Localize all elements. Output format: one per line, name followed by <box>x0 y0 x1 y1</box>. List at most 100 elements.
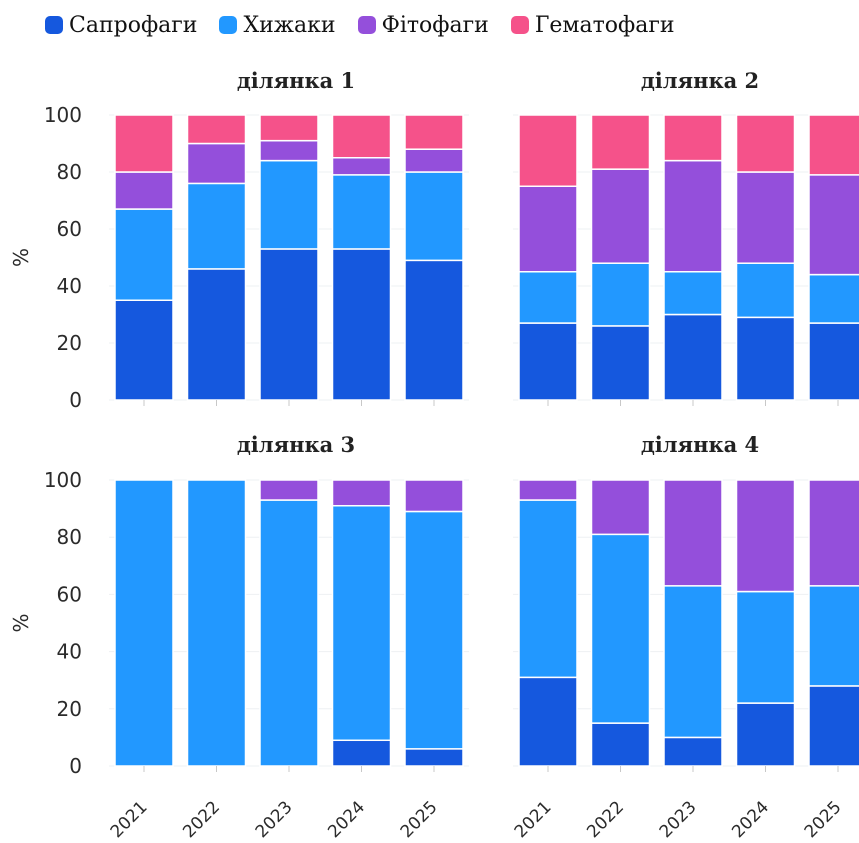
legend-label: Фітофаги <box>381 12 489 38</box>
panel-title: ділянка 1 <box>237 68 355 93</box>
bar-segment <box>404 510 464 750</box>
bar-segment <box>735 316 796 401</box>
bar-segment <box>808 479 859 587</box>
bar-segment <box>808 685 859 767</box>
bar-segment <box>331 157 392 176</box>
bar-segment <box>404 171 464 262</box>
bar-segment <box>186 479 247 767</box>
legend-swatch <box>219 16 238 34</box>
y-axis-label: % <box>9 248 33 267</box>
x-tick-label: 2022 <box>179 797 224 842</box>
bar-segment <box>404 148 464 173</box>
bar-segment <box>259 248 319 401</box>
bar-segment <box>114 114 174 173</box>
legend-swatch <box>510 16 529 34</box>
bar-segment <box>114 208 174 301</box>
bar-segment <box>404 479 464 513</box>
legend-item-saprophages[interactable]: Сапрофаги <box>45 13 197 38</box>
bar-segment <box>590 325 651 401</box>
bar-segment <box>331 504 392 742</box>
bar-segment <box>735 171 796 264</box>
x-tick-label: 2024 <box>324 797 369 842</box>
y-tick-label: 60 <box>57 217 82 241</box>
y-tick-label: 80 <box>57 160 82 184</box>
bar-segment <box>663 271 723 316</box>
bar-segment <box>663 114 723 162</box>
bar-segment <box>518 499 578 679</box>
bar-segment <box>404 259 464 401</box>
bar-segment <box>590 114 651 170</box>
bar-segment <box>735 114 796 173</box>
y-tick-label: 60 <box>57 582 82 606</box>
bar-segment <box>590 722 651 767</box>
y-tick-label: 100 <box>44 103 82 127</box>
y-tick-label: 100 <box>44 468 82 492</box>
bar-segment <box>259 139 319 162</box>
bar-segment <box>518 676 578 767</box>
bar-segment <box>808 273 859 324</box>
bar-segment <box>331 174 392 250</box>
bar-segment <box>259 479 319 501</box>
legend: Сапрофаги Хижаки Фітофаги Гематофаги <box>45 8 697 42</box>
bar-segment <box>735 262 796 319</box>
bar-segment <box>590 262 651 327</box>
bar-segment <box>114 299 174 401</box>
y-tick-label: 20 <box>57 697 82 721</box>
bar-segment <box>808 585 859 687</box>
legend-item-hematophages[interactable]: Гематофаги <box>510 12 675 38</box>
legend-item-phytophages[interactable]: Фітофаги <box>357 12 489 38</box>
legend-label: Гематофаги <box>534 12 675 38</box>
panel-title: ділянка 2 <box>641 68 759 93</box>
bar-segment <box>663 585 723 739</box>
x-tick-label: 2021 <box>511 797 556 842</box>
x-tick-label: 2023 <box>656 797 701 842</box>
y-tick-label: 20 <box>57 331 82 355</box>
bar-segment <box>735 590 796 704</box>
y-axis-label: % <box>9 613 33 632</box>
bar-segment <box>808 174 859 276</box>
y-tick-label: 80 <box>57 525 82 549</box>
y-tick-label: 0 <box>69 388 82 412</box>
legend-item-predators[interactable]: Хижаки <box>219 12 336 38</box>
bar-segment <box>114 479 174 767</box>
bar-segment <box>518 322 578 401</box>
y-tick-label: 40 <box>57 640 82 664</box>
bar-segment <box>663 736 723 767</box>
bar-segment <box>404 748 464 767</box>
bar-segment <box>259 499 319 767</box>
bar-segment <box>663 479 723 587</box>
bar-segment <box>518 114 578 187</box>
x-tick-label: 2025 <box>397 797 442 842</box>
x-tick-label: 2021 <box>107 797 152 842</box>
bar-segment <box>186 114 247 145</box>
bar-segment <box>735 702 796 767</box>
x-tick-label: 2024 <box>728 797 773 842</box>
bar-segment <box>808 322 859 401</box>
bar-segment <box>590 168 651 264</box>
y-tick-label: 40 <box>57 274 82 298</box>
bar-segment <box>186 182 247 270</box>
legend-label: Хижаки <box>243 12 336 38</box>
bar-segment <box>186 142 247 185</box>
bar-segment <box>259 159 319 250</box>
bar-segment <box>404 114 464 150</box>
bar-segment <box>663 159 723 273</box>
bar-segment <box>518 185 578 273</box>
bar-segment <box>518 271 578 324</box>
bar-segment <box>259 114 319 142</box>
legend-swatch <box>45 16 63 34</box>
legend-label: Сапрофаги <box>69 12 198 38</box>
bar-segment <box>331 248 392 401</box>
y-tick-label: 0 <box>69 754 82 778</box>
x-tick-label: 2025 <box>801 797 846 842</box>
bar-segment <box>808 114 859 176</box>
bar-segment <box>518 479 578 501</box>
bar-segment <box>735 479 796 593</box>
bar-segment <box>186 268 247 401</box>
bar-segment <box>331 739 392 767</box>
bar-segment <box>590 533 651 724</box>
bar-segment <box>663 313 723 401</box>
x-tick-label: 2023 <box>252 797 297 842</box>
bar-segment <box>114 171 174 210</box>
